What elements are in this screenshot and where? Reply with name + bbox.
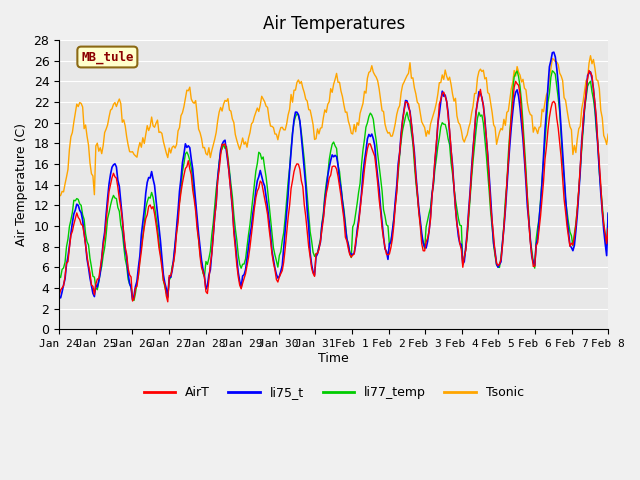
Tsonic xyxy=(243,144,251,150)
li77_temp xyxy=(55,273,63,278)
Y-axis label: Air Temperature (C): Air Temperature (C) xyxy=(15,123,28,246)
li77_temp xyxy=(332,143,339,149)
li77_temp xyxy=(244,232,252,238)
Tsonic xyxy=(330,81,337,87)
Text: MB_tule: MB_tule xyxy=(81,50,134,64)
AirT xyxy=(233,262,241,267)
Legend: AirT, li75_t, li77_temp, Tsonic: AirT, li75_t, li77_temp, Tsonic xyxy=(138,381,529,404)
Line: li77_temp: li77_temp xyxy=(59,71,608,300)
li75_t xyxy=(192,197,200,203)
Tsonic xyxy=(55,193,63,199)
li77_temp xyxy=(233,237,241,242)
li75_t xyxy=(585,70,593,76)
Title: Air Temperatures: Air Temperatures xyxy=(262,15,404,33)
Line: li75_t: li75_t xyxy=(59,52,608,300)
Tsonic xyxy=(384,130,392,136)
li77_temp xyxy=(585,80,593,86)
li75_t xyxy=(332,153,339,158)
li77_temp xyxy=(192,204,200,209)
AirT xyxy=(584,75,591,81)
Line: AirT: AirT xyxy=(59,71,608,302)
li77_temp xyxy=(385,242,393,248)
li77_temp xyxy=(548,68,556,73)
li77_temp xyxy=(604,212,612,217)
AirT xyxy=(244,255,252,261)
li75_t xyxy=(55,294,63,300)
AirT xyxy=(585,68,593,73)
AirT xyxy=(385,251,393,257)
Tsonic xyxy=(587,53,595,59)
AirT xyxy=(604,226,612,231)
li75_t xyxy=(233,255,241,261)
li75_t xyxy=(550,49,557,55)
X-axis label: Time: Time xyxy=(318,352,349,365)
AirT xyxy=(332,163,339,169)
li75_t xyxy=(244,244,252,250)
Tsonic xyxy=(232,132,239,137)
Line: Tsonic: Tsonic xyxy=(59,56,608,196)
AirT xyxy=(55,293,63,299)
li77_temp xyxy=(130,298,138,303)
AirT xyxy=(164,299,172,305)
AirT xyxy=(192,208,200,214)
Tsonic xyxy=(582,78,590,84)
Tsonic xyxy=(190,100,198,106)
li75_t xyxy=(129,297,136,303)
li75_t xyxy=(604,210,612,216)
li75_t xyxy=(385,240,393,246)
Tsonic xyxy=(604,131,612,137)
